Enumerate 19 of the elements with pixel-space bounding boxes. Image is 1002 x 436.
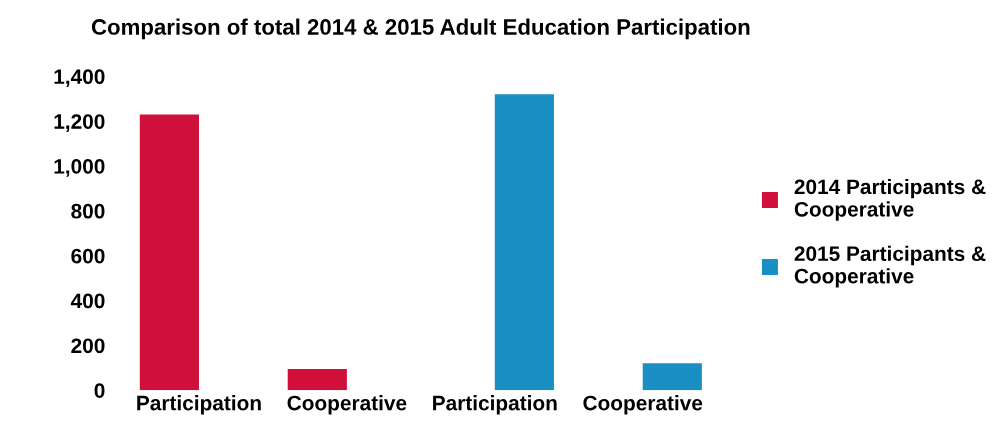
bar [642,363,702,391]
chart-title: Comparison of total 2014 & 2015 Adult Education Participation [91,18,750,40]
y-tick-label: 400 [70,293,105,309]
bar [287,368,347,391]
y-tick-label: 0 [94,383,105,398]
x-tick-label: Participation [137,395,261,415]
y-tick-label: 1,400 [54,69,105,88]
legend-label: 2015 Participants & Cooperative [794,245,986,288]
legend-label: 2014 Participants & Cooperative [794,178,986,221]
y-tick-label: 800 [71,203,105,219]
x-tick-label: Cooperative [287,395,407,415]
x-tick-label: Participation [433,395,557,415]
bar [494,94,554,391]
y-tick-label: 200 [71,338,105,354]
bar [139,114,199,391]
x-tick-label: Cooperative [583,395,703,415]
y-tick-label: 1,200 [54,114,105,132]
y-tick-label: 600 [71,248,105,264]
y-tick-label: 1,000 [54,158,105,177]
